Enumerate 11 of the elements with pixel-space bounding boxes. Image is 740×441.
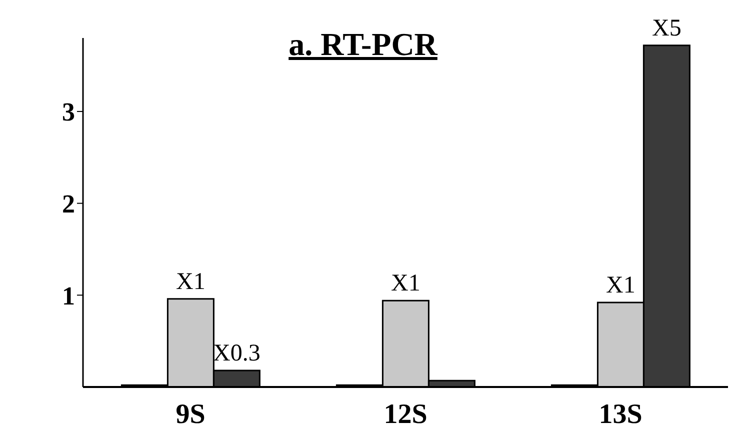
y-tick-label: 2 <box>62 190 75 219</box>
data-label: X5 <box>652 15 682 42</box>
x-tick-label: 13S <box>598 398 642 430</box>
chart-title: a. RT-PCR <box>288 26 439 63</box>
data-label: X1 <box>606 272 636 299</box>
x-tick-label: 12S <box>384 398 428 430</box>
data-label: X1 <box>391 270 420 297</box>
x-tick-label: 9S <box>176 398 206 430</box>
y-tick-label: 1 <box>62 281 75 310</box>
data-label: X1 <box>176 268 206 295</box>
y-tick-label: 3 <box>62 98 75 127</box>
